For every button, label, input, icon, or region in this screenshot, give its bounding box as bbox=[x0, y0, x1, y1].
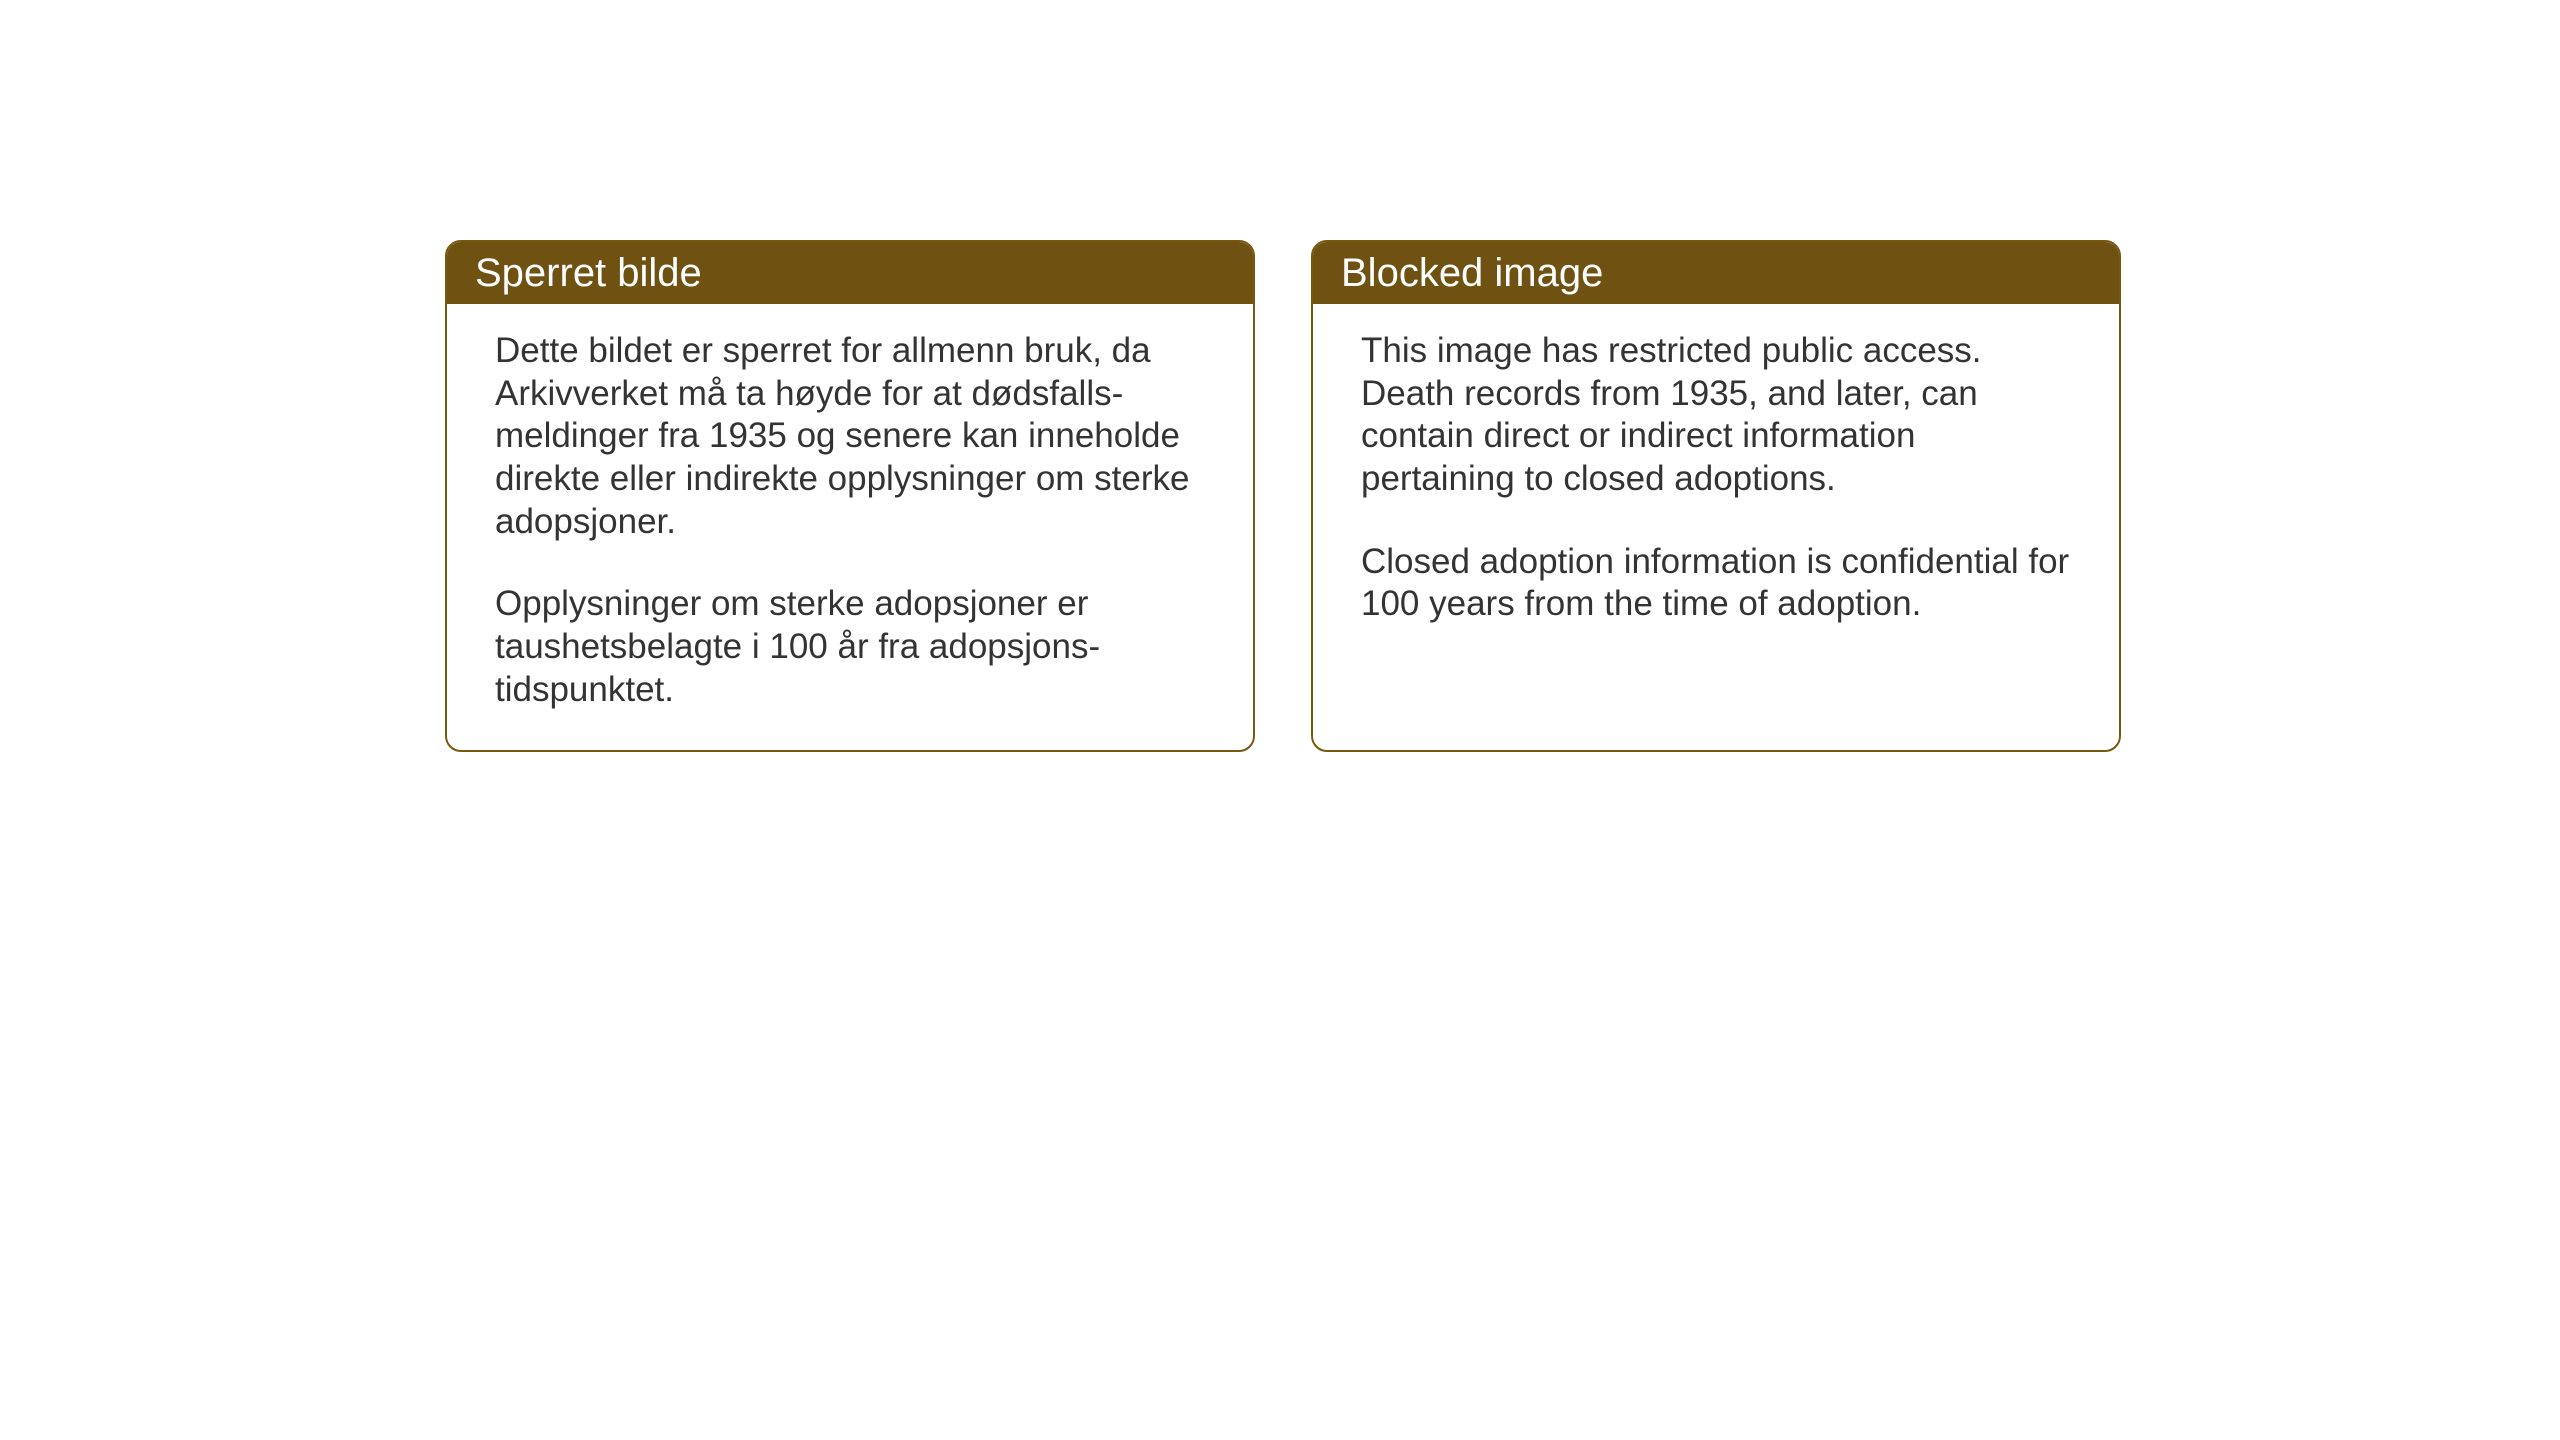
english-card-body: This image has restricted public access.… bbox=[1313, 304, 2119, 652]
english-paragraph-1: This image has restricted public access.… bbox=[1361, 330, 2071, 501]
norwegian-paragraph-1: Dette bildet er sperret for allmenn bruk… bbox=[495, 330, 1205, 543]
english-paragraph-2: Closed adoption information is confident… bbox=[1361, 541, 2071, 626]
norwegian-card-title: Sperret bilde bbox=[475, 251, 702, 296]
norwegian-paragraph-2: Opplysninger om sterke adopsjoner er tau… bbox=[495, 583, 1205, 711]
english-notice-card: Blocked image This image has restricted … bbox=[1311, 240, 2121, 752]
norwegian-card-header: Sperret bilde bbox=[447, 242, 1253, 304]
english-card-header: Blocked image bbox=[1313, 242, 2119, 304]
notice-container: Sperret bilde Dette bildet er sperret fo… bbox=[445, 240, 2121, 752]
norwegian-notice-card: Sperret bilde Dette bildet er sperret fo… bbox=[445, 240, 1255, 752]
norwegian-card-body: Dette bildet er sperret for allmenn bruk… bbox=[447, 304, 1253, 738]
english-card-title: Blocked image bbox=[1341, 251, 1603, 296]
